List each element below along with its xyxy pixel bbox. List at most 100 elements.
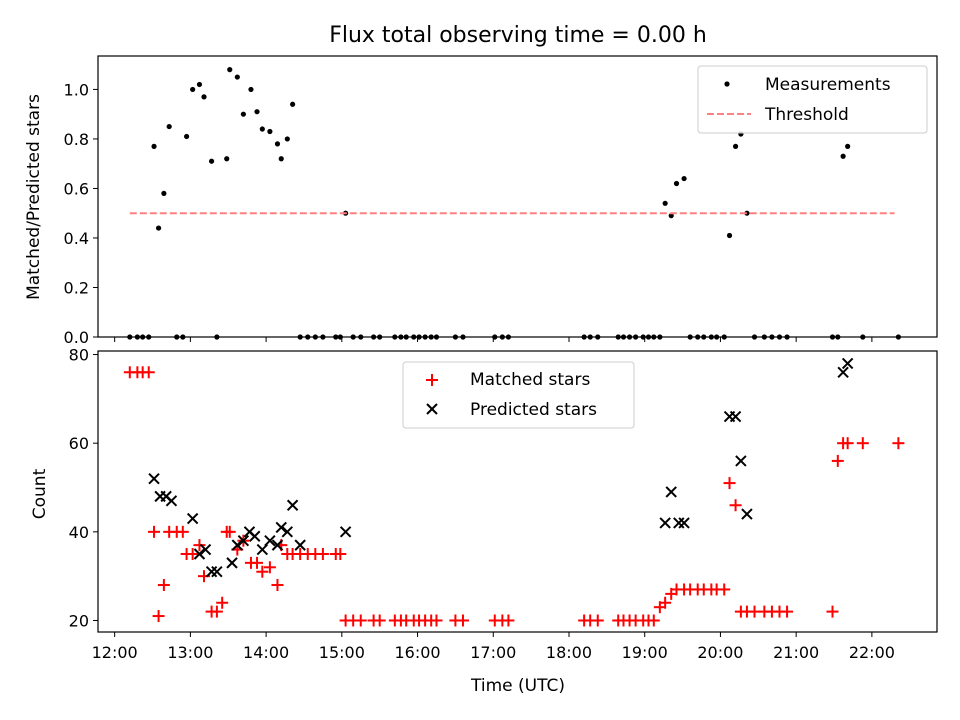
predicted-stars-point	[275, 521, 287, 534]
matched-stars-point	[591, 614, 604, 627]
measurement-point	[673, 180, 680, 187]
bottom-y-tick-label: 20	[69, 611, 89, 630]
predicted-stars-point	[186, 512, 199, 525]
matched-stars-point	[831, 454, 844, 467]
predicted-stars-point	[659, 517, 671, 529]
bottom-x-tick-label: 14:00	[243, 643, 289, 662]
top-y-axis-label: Matched/Predicted stars	[24, 94, 44, 300]
predicted-stars-point	[841, 357, 854, 370]
matched-stars-point	[647, 614, 660, 627]
measurement-point	[274, 141, 281, 147]
matched-stars-point	[210, 605, 223, 618]
measurement-point	[254, 109, 260, 115]
measurement-point	[290, 101, 296, 107]
top-y-tick-label: 0.4	[64, 229, 89, 248]
matched-stars-point	[354, 614, 367, 627]
matched-stars-point	[841, 437, 854, 450]
measurement-point	[668, 213, 674, 219]
matched-stars-point	[263, 561, 276, 574]
bottom-y-tick-label: 40	[69, 523, 89, 542]
measurement-point	[248, 86, 254, 93]
measurement-point	[240, 111, 246, 117]
predicted-stars-point	[678, 517, 690, 529]
matched-stars-point	[142, 366, 155, 379]
measurement-point	[278, 156, 284, 162]
legend-measurements-label: Measurements	[765, 75, 891, 95]
top-legend: Measurements Threshold	[697, 65, 928, 134]
matched-stars-point	[256, 565, 269, 578]
measurement-point	[845, 143, 851, 149]
bottom-legend: Matched stars Predicted stars	[402, 361, 635, 429]
measurement-point	[284, 136, 290, 142]
bottom-axes-frame	[97, 350, 938, 633]
matched-stars-point	[152, 610, 165, 623]
predicted-stars-point	[148, 472, 160, 485]
legend-threshold-label: Threshold	[764, 105, 849, 125]
measurement-point	[681, 175, 687, 182]
predicted-stars-point	[264, 534, 276, 547]
top-legend-box	[697, 65, 928, 134]
bottom-legend-box	[402, 361, 635, 429]
measurement-point	[183, 133, 190, 140]
measurement-point	[208, 158, 215, 164]
legend-predicted-marker	[426, 403, 438, 415]
top-y-tick-label: 1.0	[64, 80, 89, 99]
predicted-stars-point	[729, 410, 742, 423]
matched-stars-point	[316, 547, 329, 560]
predicted-stars-point	[199, 543, 212, 556]
measurement-point	[201, 94, 207, 100]
predicted-stars-point	[231, 539, 244, 551]
matched-stars-point	[430, 614, 443, 627]
measurement-point	[155, 225, 162, 231]
count-panel: Count Time (UTC) 20 40 60 80 12:00 13:00 14:00…	[30, 346, 938, 696]
bottom-x-tick-label: 19:00	[622, 643, 668, 662]
bottom-x-tick-label: 22:00	[849, 643, 895, 662]
matched-stars-point	[148, 525, 161, 538]
top-axes-frame	[97, 55, 938, 338]
matched-stars-point	[826, 605, 839, 618]
predicted-stars-point	[165, 495, 178, 507]
x-axis-label: Time (UTC)	[470, 676, 565, 696]
matched-stars-point	[216, 596, 229, 609]
matched-stars-point	[271, 579, 284, 592]
predicted-stars-point	[665, 486, 677, 498]
bottom-x-tick-label: 17:00	[470, 643, 516, 662]
predicted-stars-point	[249, 530, 261, 542]
measurement-point	[840, 153, 846, 159]
legend-matched-label: Matched stars	[470, 370, 590, 390]
measurement-point	[259, 126, 265, 132]
bottom-y-tick-label: 60	[69, 434, 89, 453]
chart-title: Flux total observing time = 0.00 h	[329, 23, 707, 48]
top-y-tick-label: 0.6	[64, 179, 89, 198]
ratio-panel: Flux total observing time = 0.00 h Match…	[24, 23, 938, 347]
matched-stars-point	[176, 525, 189, 538]
matched-stars-point	[856, 437, 869, 450]
bottom-x-tick-label: 15:00	[319, 643, 365, 662]
bottom-x-tick-label: 13:00	[167, 643, 213, 662]
measurement-point	[662, 200, 668, 206]
measurement-point	[166, 123, 172, 130]
matched-stars-point	[502, 614, 515, 627]
measurement-point	[227, 67, 233, 73]
top-tick-group: 0.0 0.2 0.4 0.6 0.8 1.0	[64, 80, 873, 347]
measurement-point	[732, 143, 739, 149]
top-y-tick-label: 0.2	[64, 278, 89, 297]
measurement-point	[190, 86, 196, 93]
matched-stars-point	[334, 547, 347, 560]
measurement-point	[196, 81, 203, 88]
matched-stars-point	[251, 556, 264, 569]
predicted-stars-point	[735, 455, 747, 467]
predicted-stars-point	[281, 526, 294, 538]
predicted-stars-point	[193, 548, 206, 560]
legend-matched-marker	[426, 374, 438, 386]
bottom-y-tick-label: 80	[69, 346, 89, 365]
predicted-stars-point	[294, 539, 306, 551]
predicted-stars-point	[741, 508, 753, 520]
bottom-x-tick-label: 18:00	[546, 643, 592, 662]
matched-stars-point	[456, 614, 469, 627]
measurement-point	[151, 143, 157, 149]
matched-stars-point	[373, 614, 386, 627]
matched-stars-point	[193, 539, 206, 552]
legend-predicted-label: Predicted stars	[470, 400, 597, 420]
matched-stars-point	[781, 605, 794, 618]
